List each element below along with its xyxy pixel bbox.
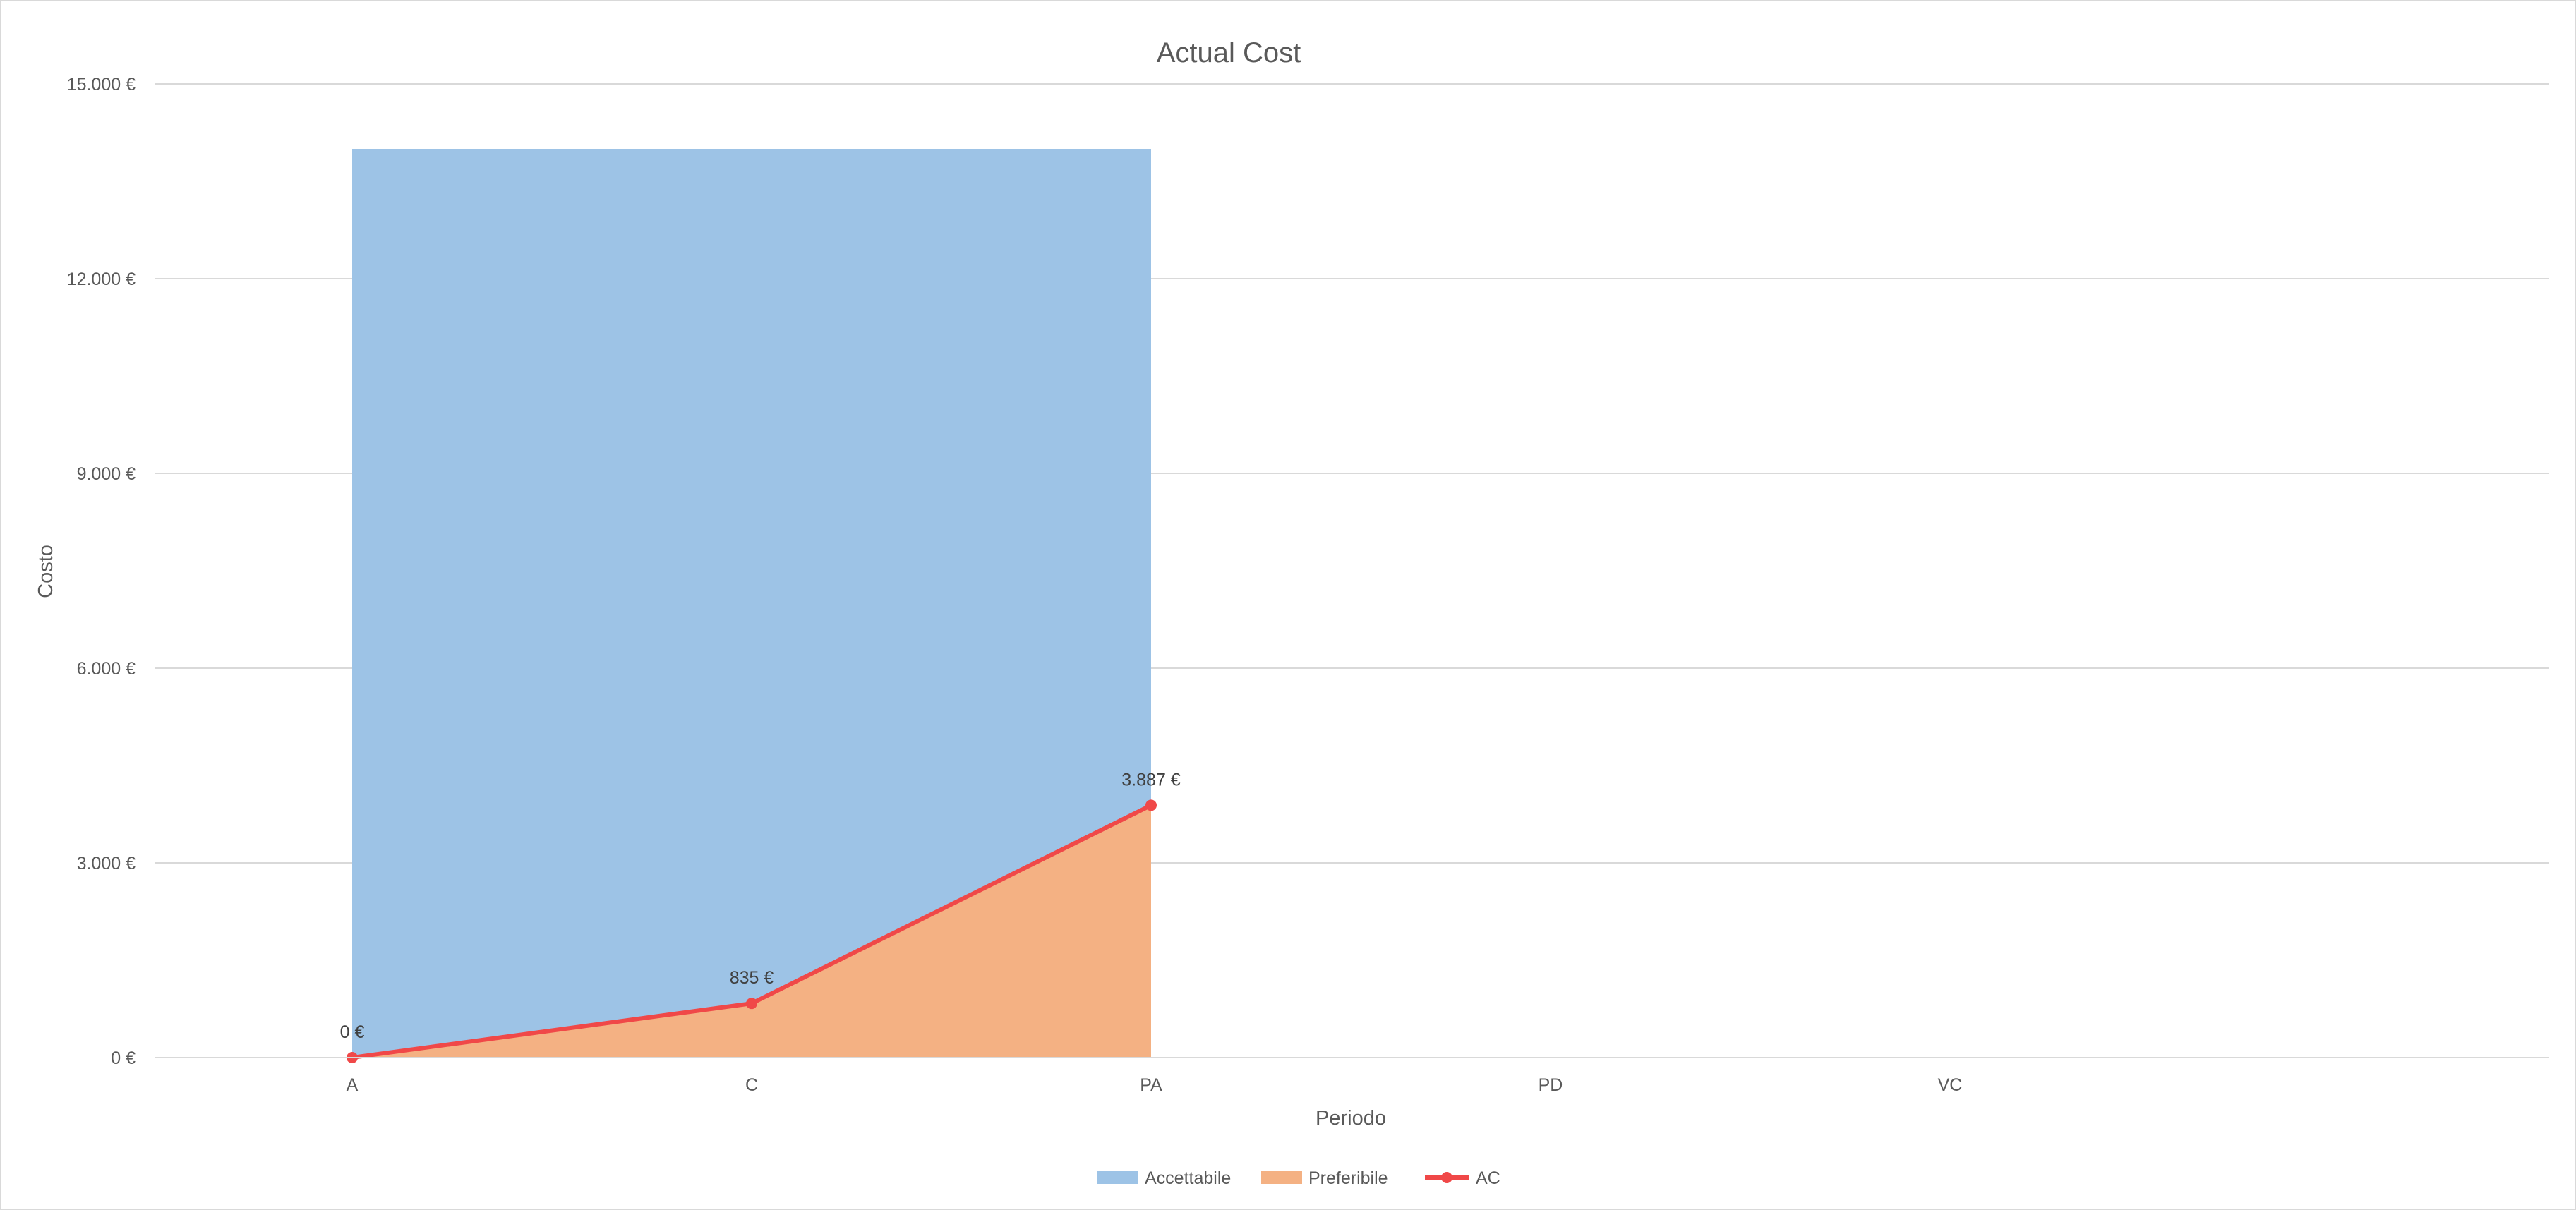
data-label: 3.887 €: [1121, 770, 1181, 789]
x-tick-label: VC: [1938, 1075, 1963, 1095]
data-labels: 0 € 835 € 3.887 €: [340, 770, 1181, 1042]
y-tick-label: 15.000 €: [67, 75, 136, 95]
y-tick-label: 12.000 €: [67, 270, 136, 289]
axes: 0 € 3.000 € 6.000 € 9.000 € 12.000 € 15.000 €…: [67, 75, 2549, 1095]
x-tick-label: C: [745, 1075, 758, 1095]
y-tick-label: 9.000 €: [77, 464, 136, 484]
x-axis-title: Periodo: [1316, 1107, 1386, 1130]
legend-marker-ac: [1441, 1172, 1452, 1183]
data-label: 835 €: [730, 968, 774, 988]
y-tick-label: 3.000 €: [77, 854, 136, 873]
y-tick-label: 0 €: [111, 1048, 136, 1068]
legend-label-preferibile: Preferibile: [1308, 1168, 1388, 1188]
x-tick-label: A: [347, 1075, 359, 1095]
legend-swatch-preferibile: [1261, 1171, 1302, 1184]
marker-ac: [1145, 799, 1157, 811]
legend-label-ac: AC: [1476, 1168, 1500, 1188]
data-label: 0 €: [340, 1022, 365, 1042]
area-accettabile: [352, 149, 1151, 1058]
legend-label-accettabile: Accettabile: [1145, 1168, 1231, 1188]
y-axis-title: Costo: [35, 545, 57, 598]
marker-ac: [746, 998, 757, 1010]
x-tick-label: PD: [1539, 1075, 1563, 1095]
area-preferibile: [352, 805, 1151, 1058]
legend: Accettabile Preferibile AC: [1097, 1168, 1500, 1188]
chart-title: Actual Cost: [1157, 37, 1301, 68]
y-tick-label: 6.000 €: [77, 659, 136, 679]
legend-swatch-accettabile: [1097, 1171, 1138, 1184]
series-layer: [347, 149, 1157, 1063]
x-tick-label: PA: [1140, 1075, 1162, 1095]
